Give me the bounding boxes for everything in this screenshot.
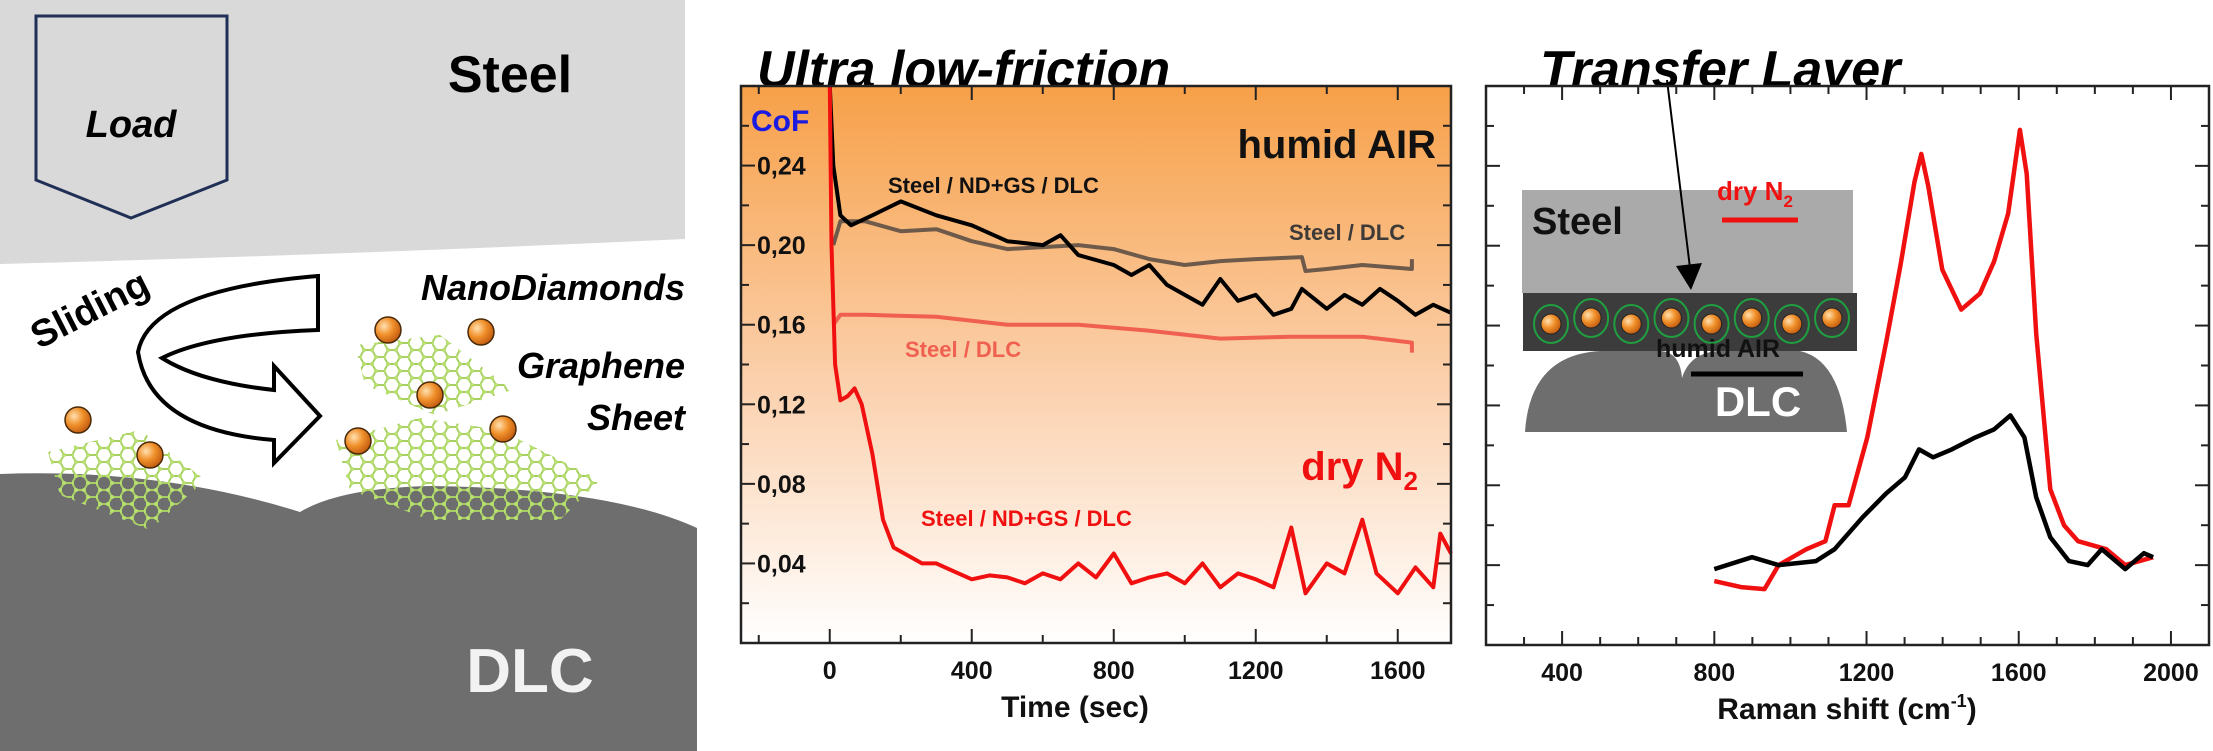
nanodiamond-icon (1620, 313, 1642, 335)
sliding-label: Sliding (24, 263, 156, 358)
tribology-diagram: Load Steel DLC Sliding NanoDiamonds Grap… (0, 0, 697, 751)
x-axis-title-end: ) (1967, 693, 1977, 726)
nanodiamond-icon (1701, 313, 1723, 335)
nanodiamonds (64, 316, 517, 469)
legend-humid-air: humid AIR (1656, 335, 1780, 363)
steel-label: Steel (448, 46, 572, 104)
cof-chart: 0 400 800 1200 16000,040,080,120,160,200,24 … (739, 84, 1453, 724)
nanodiamond-icon (1540, 313, 1562, 335)
series-line-steel-nd-gs-dlc-1 (827, 85, 1452, 317)
nanodiamond-icon (344, 427, 372, 455)
graphene-shell-icon (1653, 298, 1690, 338)
plot-frame (1484, 84, 2211, 647)
x-tick-label: 0 (823, 657, 837, 685)
plot-frame (739, 84, 1453, 645)
nanodiamond-icon (467, 318, 495, 346)
nanodiamond-icon (416, 381, 444, 409)
nanodiamonds-label: NanoDiamonds (421, 267, 685, 308)
sheet-label: Sheet (587, 397, 687, 438)
x-tick-label: 800 (1093, 657, 1135, 685)
graphene-shell-icon (1573, 298, 1610, 338)
series-line-humid-air-1 (1713, 413, 2154, 572)
x-axis-title-main: Raman shift (cm (1717, 693, 1950, 726)
plot-background (741, 86, 1451, 643)
y-tick-label: 0,12 (757, 391, 806, 419)
x-axis-title-sup: -1 (1951, 691, 1967, 711)
graphene-label: Graphene (517, 345, 685, 386)
graphene-shell-icon (1533, 304, 1569, 344)
x-axis-title: Time (sec) (1001, 691, 1149, 724)
graphene-sheet-icon (48, 430, 205, 530)
x-tick-label: 1600 (1370, 657, 1426, 685)
steel-counterface (0, 0, 685, 264)
dry-n2-sub: 2 (1404, 466, 1418, 496)
series-label-dry-steel-dlc: Steel / DLC (905, 337, 1021, 362)
y-tick-label: 0,04 (757, 550, 806, 578)
dry-n2-main: dry N (1301, 445, 1403, 489)
dry-n2-label: dry N2 (1301, 445, 1418, 496)
nanodiamond-icon (1781, 313, 1803, 335)
series-line-steel-dlc-0 (831, 219, 1414, 273)
load-arrow-icon (34, 14, 229, 220)
dlc-label: DLC (466, 637, 593, 706)
series-label-dry-ndgs: Steel / ND+GS / DLC (921, 506, 1132, 531)
load-label: Load (86, 104, 178, 146)
x-tick-label: 1200 (1228, 657, 1284, 685)
transfer-layer-inset: Steel DLC (1522, 79, 1857, 432)
series-label-humid-steel-dlc: Steel / DLC (1289, 220, 1405, 245)
transfer-layer-pointer-arrow (1666, 79, 1691, 269)
series-label-humid-ndgs: Steel / ND+GS / DLC (888, 173, 1099, 198)
legend-dry-n2-main: dry N (1717, 176, 1783, 206)
inset-dlc-label: DLC (1715, 378, 1801, 425)
y-tick-label: 0,24 (757, 153, 806, 181)
nanodiamond-icon (374, 316, 402, 344)
x-tick-label: 2000 (2143, 659, 2199, 687)
series-line-steel-dlc-2 (831, 312, 1414, 353)
x-axis-title: Raman shift (cm-1) (1717, 691, 1976, 726)
graphene-shell-icon (1693, 304, 1730, 344)
graphene-sheet-icon (336, 418, 600, 520)
inset-dlc-domes (1525, 351, 1847, 432)
graphene-shell-icon (1814, 298, 1850, 338)
nanodiamond-icon (1821, 307, 1843, 329)
graphene-shell-icon (1613, 304, 1650, 344)
x-tick-label: 400 (1541, 659, 1583, 687)
x-tick-label: 800 (1693, 659, 1735, 687)
sliding-arrow-icon (135, 273, 323, 468)
humid-air-label: humid AIR (1238, 123, 1437, 167)
graphene-shell-icon (1773, 304, 1810, 344)
x-tick-label: 1200 (1839, 659, 1895, 687)
nanodiamond-icon (1660, 307, 1682, 329)
y-tick-label: 0,08 (757, 471, 806, 499)
dlc-substrate (0, 473, 697, 751)
inset-steel-label: Steel (1532, 201, 1623, 243)
y-tick-label: 0,20 (757, 232, 806, 260)
nanodiamond-icon (1580, 307, 1602, 329)
y-tick-label: 0,16 (757, 312, 806, 340)
graphene-sheet-icon (355, 335, 512, 415)
series-line-steel-nd-gs-dlc-3 (827, 85, 1453, 596)
nanodiamond-icon (136, 441, 164, 469)
series-line-dry-n2-0 (1713, 127, 2154, 592)
legend-dry-n2-sub: 2 (1783, 192, 1792, 211)
arrowhead-icon (1676, 263, 1702, 290)
graphene-shell-icon (1733, 298, 1770, 338)
nanodiamond-icon (64, 406, 92, 434)
x-tick-label: 1600 (1991, 659, 2047, 687)
nanodiamond-icon (489, 415, 517, 443)
y-axis-label: CoF (751, 105, 809, 138)
legend-dry-n2: dry N2 (1717, 176, 1793, 211)
nanodiamond-icon (1741, 307, 1763, 329)
raman-chart: 400 800 1200 1600 2000 Steel DLC dry N2 humi… (1484, 79, 2211, 726)
x-tick-label: 400 (951, 657, 993, 685)
